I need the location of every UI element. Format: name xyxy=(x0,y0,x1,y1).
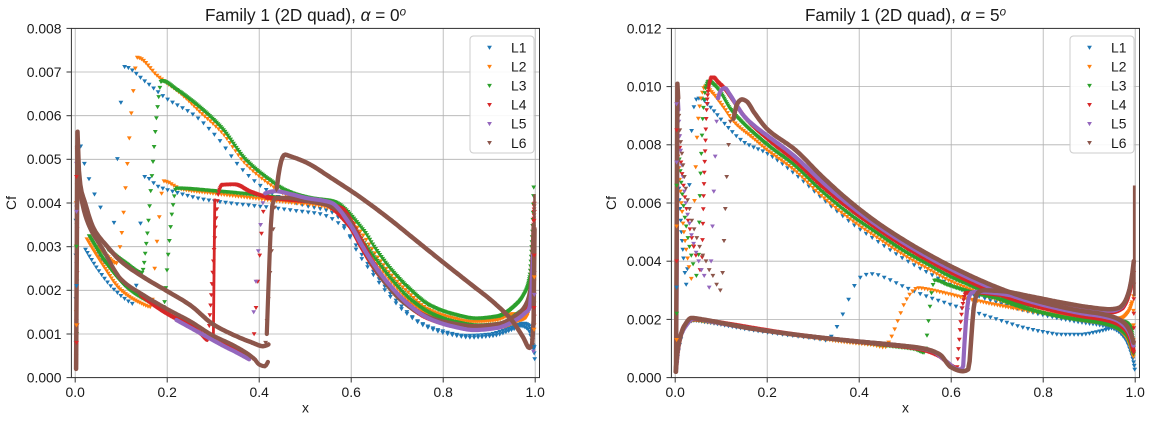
svg-text:L2: L2 xyxy=(511,59,527,75)
svg-text:x: x xyxy=(302,400,309,416)
svg-text:0.001: 0.001 xyxy=(27,326,62,342)
svg-text:0.6: 0.6 xyxy=(342,384,362,400)
svg-text:L1: L1 xyxy=(511,40,527,56)
svg-text:1.0: 1.0 xyxy=(1126,384,1146,400)
svg-text:0.000: 0.000 xyxy=(627,370,662,386)
svg-text:L5: L5 xyxy=(1111,116,1127,132)
svg-text:L2: L2 xyxy=(1111,59,1127,75)
svg-text:0.004: 0.004 xyxy=(27,195,62,211)
svg-text:0.004: 0.004 xyxy=(627,253,662,269)
svg-text:Family 1 (2D quad), α = 5o: Family 1 (2D quad), α = 5o xyxy=(805,5,1007,25)
svg-text:0.0: 0.0 xyxy=(666,384,686,400)
svg-text:0.2: 0.2 xyxy=(158,384,178,400)
svg-text:0.0: 0.0 xyxy=(66,384,86,400)
svg-text:L4: L4 xyxy=(1111,97,1127,113)
svg-text:Cf: Cf xyxy=(603,196,619,210)
svg-text:Cf: Cf xyxy=(3,196,19,210)
svg-text:0.012: 0.012 xyxy=(627,20,662,36)
svg-text:L3: L3 xyxy=(1111,78,1127,94)
svg-text:0.000: 0.000 xyxy=(27,370,62,386)
svg-text:1.0: 1.0 xyxy=(526,384,546,400)
svg-text:L5: L5 xyxy=(511,116,527,132)
svg-text:L3: L3 xyxy=(511,78,527,94)
svg-text:0.8: 0.8 xyxy=(434,384,454,400)
svg-text:0.4: 0.4 xyxy=(850,384,870,400)
svg-text:0.010: 0.010 xyxy=(627,79,662,95)
svg-text:L1: L1 xyxy=(1111,40,1127,56)
svg-text:0.006: 0.006 xyxy=(27,108,62,124)
svg-text:0.005: 0.005 xyxy=(27,151,62,167)
svg-text:0.002: 0.002 xyxy=(627,311,662,327)
svg-text:0.002: 0.002 xyxy=(27,282,62,298)
svg-text:0.008: 0.008 xyxy=(27,20,62,36)
svg-text:Family 1 (2D quad), α = 0o: Family 1 (2D quad), α = 0o xyxy=(205,5,407,25)
svg-text:L6: L6 xyxy=(1111,135,1127,151)
svg-text:0.2: 0.2 xyxy=(758,384,778,400)
svg-text:0.008: 0.008 xyxy=(627,137,662,153)
svg-text:x: x xyxy=(902,400,909,416)
svg-text:0.8: 0.8 xyxy=(1034,384,1054,400)
svg-text:L6: L6 xyxy=(511,135,527,151)
svg-text:L4: L4 xyxy=(511,97,527,113)
svg-text:0.6: 0.6 xyxy=(942,384,962,400)
svg-text:0.006: 0.006 xyxy=(627,195,662,211)
svg-text:0.003: 0.003 xyxy=(27,239,62,255)
svg-text:0.4: 0.4 xyxy=(250,384,270,400)
svg-text:0.007: 0.007 xyxy=(27,64,62,80)
